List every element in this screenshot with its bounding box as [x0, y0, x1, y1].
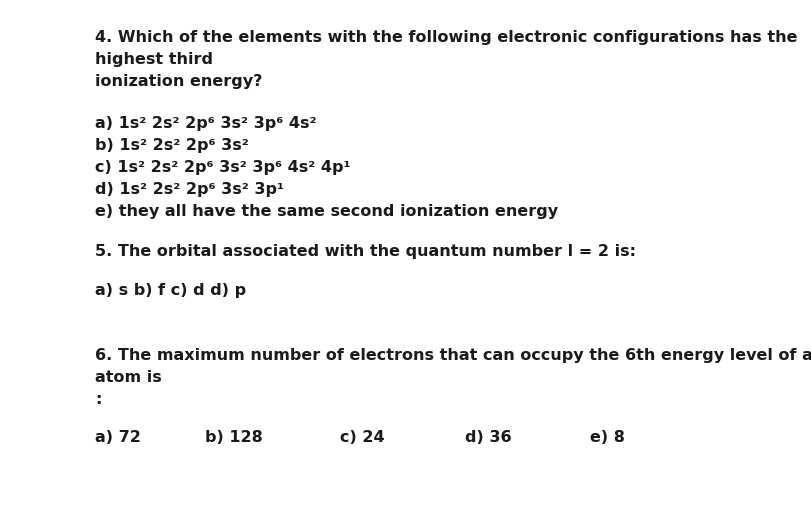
Text: highest third: highest third [95, 52, 213, 67]
Text: e) 8: e) 8 [590, 430, 624, 445]
Text: 5. The orbital associated with the quantum number l = 2 is:: 5. The orbital associated with the quant… [95, 244, 636, 259]
Text: d) 36: d) 36 [465, 430, 512, 445]
Text: b) 1s² 2s² 2p⁶ 3s²: b) 1s² 2s² 2p⁶ 3s² [95, 138, 249, 153]
Text: atom is: atom is [95, 370, 161, 385]
Text: 6. The maximum number of electrons that can occupy the 6th energy level of any: 6. The maximum number of electrons that … [95, 348, 811, 363]
Text: b) 128: b) 128 [205, 430, 263, 445]
Text: d) 1s² 2s² 2p⁶ 3s² 3p¹: d) 1s² 2s² 2p⁶ 3s² 3p¹ [95, 182, 284, 197]
Text: c) 24: c) 24 [340, 430, 384, 445]
Text: a) 72: a) 72 [95, 430, 141, 445]
Text: 4. Which of the elements with the following electronic configurations has the: 4. Which of the elements with the follow… [95, 30, 797, 45]
Text: a) s b) f c) d d) p: a) s b) f c) d d) p [95, 283, 246, 298]
Text: a) 1s² 2s² 2p⁶ 3s² 3p⁶ 4s²: a) 1s² 2s² 2p⁶ 3s² 3p⁶ 4s² [95, 116, 316, 131]
Text: :: : [95, 392, 101, 407]
Text: c) 1s² 2s² 2p⁶ 3s² 3p⁶ 4s² 4p¹: c) 1s² 2s² 2p⁶ 3s² 3p⁶ 4s² 4p¹ [95, 160, 350, 175]
Text: e) they all have the same second ionization energy: e) they all have the same second ionizat… [95, 204, 558, 219]
Text: ionization energy?: ionization energy? [95, 74, 263, 89]
